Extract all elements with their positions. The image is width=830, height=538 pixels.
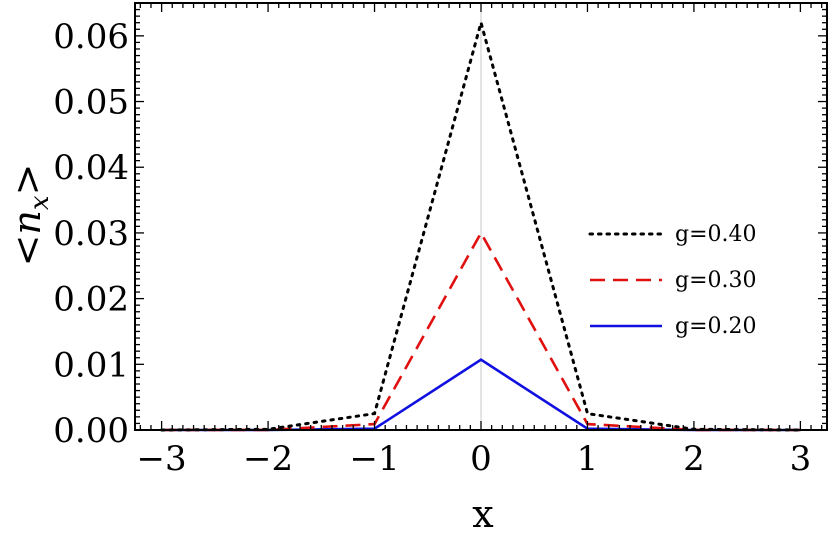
x-tick-label: 0 [470,439,492,479]
y-tick-label: 0.04 [53,148,129,188]
x-tick-label: −1 [349,439,399,479]
y-axis-title-close: > [5,164,49,196]
x-tick-label: 3 [790,439,812,479]
y-tick-label: 0.06 [53,17,129,57]
x-tick-label: 2 [683,439,705,479]
legend: g=0.40 g=0.30 g=0.20 [588,222,757,339]
legend-label-g=0.40: g=0.40 [675,222,757,247]
y-tick-label: 0.00 [53,411,129,451]
y-axis-title-symbol: n [5,210,49,234]
x-tick-label: 1 [577,439,599,479]
y-tick-label: 0.05 [53,83,129,123]
y-axis-title-subscript: x [25,195,55,210]
y-tick-label: 0.01 [53,345,129,385]
x-tick-label: −2 [243,439,293,479]
y-axis-title-open: < [5,235,49,267]
plot-area [160,3,802,432]
y-tick-label: 0.02 [53,280,129,320]
legend-label-g=0.30: g=0.30 [675,268,757,293]
x-tick-label: −3 [137,439,187,479]
y-axis-title: <nx> [5,164,55,267]
y-tick-label: 0.03 [53,214,129,254]
legend-label-g=0.20: g=0.20 [675,314,757,339]
axes: −3 −2 −1 0 1 2 3 0.00 0.01 0.02 0.03 0.04 0.05 0.06 [53,2,828,479]
x-axis-title: x [472,492,493,536]
